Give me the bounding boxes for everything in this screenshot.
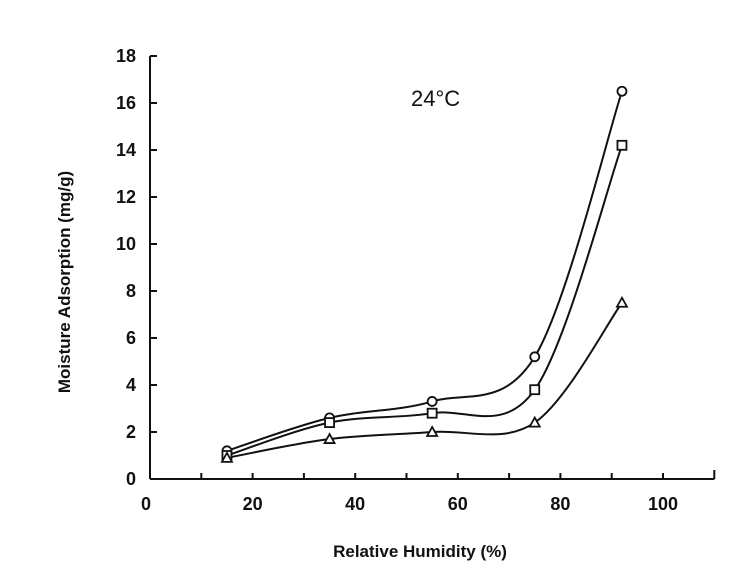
y-tick-label: 18 <box>116 46 136 66</box>
x-tick-label: 60 <box>448 494 468 514</box>
square-marker <box>324 417 335 429</box>
square-marker <box>426 407 438 419</box>
y-tick-label: 8 <box>126 281 136 301</box>
circle-marker <box>529 351 541 363</box>
circle-marker <box>616 85 628 97</box>
series-curve-circle <box>226 90 623 452</box>
y-axis-title: Moisture Adsorption (mg/g) <box>55 171 74 393</box>
series-curve-square <box>226 144 623 457</box>
y-tick-label: 10 <box>116 234 136 254</box>
y-tick-label: 0 <box>126 469 136 489</box>
y-tick-label: 4 <box>126 375 136 395</box>
x-tick-label: 20 <box>243 494 263 514</box>
axes: 0 2 4 6 8 10 12 14 16 18 0 20 40 60 80 100 <box>116 46 716 514</box>
fit-curves <box>226 90 623 459</box>
y-tick-label: 2 <box>126 422 136 442</box>
y-tick-label: 12 <box>116 187 136 207</box>
triangle-marker <box>323 432 337 444</box>
x-axis-title: Relative Humidity (%) <box>333 542 507 561</box>
triangle-marker <box>220 450 234 463</box>
square-marker <box>616 139 628 151</box>
x-tick-label: 80 <box>550 494 570 514</box>
circle-marker <box>426 396 438 407</box>
y-tick-label: 6 <box>126 328 136 348</box>
x-tick-label: 0 <box>141 494 151 514</box>
temperature-annotation: 24°C <box>411 86 460 111</box>
triangle-marker <box>615 295 629 308</box>
data-markers <box>220 85 629 463</box>
triangle-marker <box>528 415 542 428</box>
y-tick-label: 14 <box>116 140 136 160</box>
y-tick-label: 16 <box>116 93 136 113</box>
square-marker <box>529 384 541 396</box>
x-tick-label: 40 <box>345 494 365 514</box>
x-tick-label: 100 <box>648 494 678 514</box>
triangle-marker <box>425 425 439 437</box>
